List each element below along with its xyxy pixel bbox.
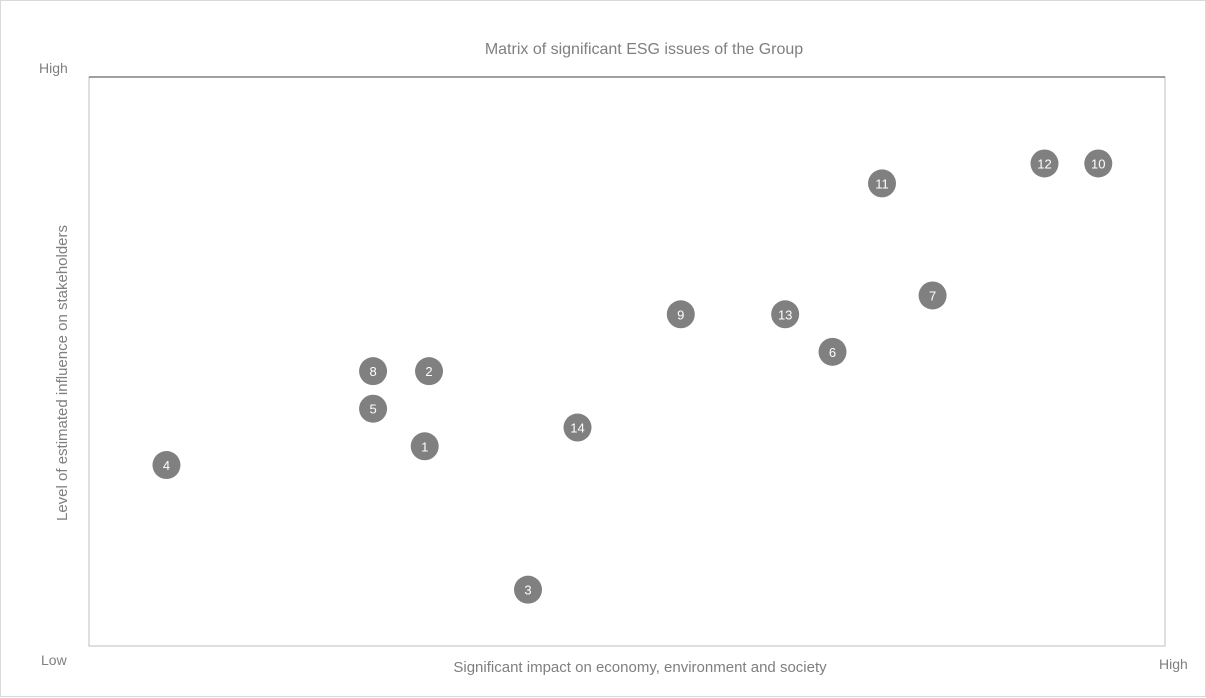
x-axis-high-label: High bbox=[1159, 656, 1188, 672]
data-point-marker bbox=[868, 169, 897, 198]
data-point-marker bbox=[771, 300, 800, 329]
data-point: 3 bbox=[514, 575, 543, 604]
data-point-marker bbox=[359, 357, 388, 386]
data-point-marker bbox=[410, 432, 439, 461]
data-point-label: 12 bbox=[1037, 156, 1051, 171]
data-point-label: 10 bbox=[1091, 156, 1105, 171]
data-point: 9 bbox=[666, 300, 695, 329]
y-axis-low-label: Low bbox=[41, 652, 68, 668]
data-point: 14 bbox=[563, 413, 592, 442]
data-point-label: 6 bbox=[829, 345, 836, 360]
y-axis-title: Level of estimated influence on stakehol… bbox=[54, 225, 71, 521]
data-point-label: 8 bbox=[369, 364, 376, 379]
data-point-label: 1 bbox=[421, 439, 428, 454]
plot-area-frame bbox=[88, 76, 1166, 647]
data-point: 7 bbox=[918, 281, 947, 310]
data-point: 11 bbox=[868, 169, 897, 198]
data-point-label: 11 bbox=[875, 176, 889, 191]
data-point-marker bbox=[818, 337, 847, 366]
x-axis-title: Significant impact on economy, environme… bbox=[453, 659, 827, 676]
data-point: 1 bbox=[410, 432, 439, 461]
data-point-marker bbox=[359, 394, 388, 423]
data-point: 13 bbox=[771, 300, 800, 329]
data-point: 6 bbox=[818, 337, 847, 366]
data-point-label: 7 bbox=[929, 288, 936, 303]
data-point: 5 bbox=[359, 394, 388, 423]
data-point-marker bbox=[918, 281, 947, 310]
data-point-marker bbox=[1084, 149, 1113, 178]
data-point: 4 bbox=[152, 451, 181, 480]
y-axis-high-label: High bbox=[39, 60, 68, 76]
data-point-label: 9 bbox=[677, 307, 684, 322]
data-point-marker bbox=[514, 575, 543, 604]
data-point-marker bbox=[666, 300, 695, 329]
chart-title: Matrix of significant ESG issues of the … bbox=[485, 41, 803, 58]
data-point: 8 bbox=[359, 357, 388, 386]
data-point-label: 13 bbox=[778, 307, 792, 322]
data-point-marker bbox=[563, 413, 592, 442]
data-point-label: 3 bbox=[524, 583, 531, 598]
data-point-marker bbox=[152, 451, 181, 480]
data-point: 2 bbox=[415, 357, 444, 386]
data-point: 10 bbox=[1084, 149, 1113, 178]
data-point-label: 4 bbox=[163, 458, 170, 473]
data-point-label: 2 bbox=[425, 364, 432, 379]
data-point-label: 5 bbox=[369, 402, 376, 417]
data-point-marker bbox=[1030, 149, 1059, 178]
data-point-marker bbox=[415, 357, 444, 386]
data-point-label: 14 bbox=[570, 421, 584, 436]
data-point: 12 bbox=[1030, 149, 1059, 178]
